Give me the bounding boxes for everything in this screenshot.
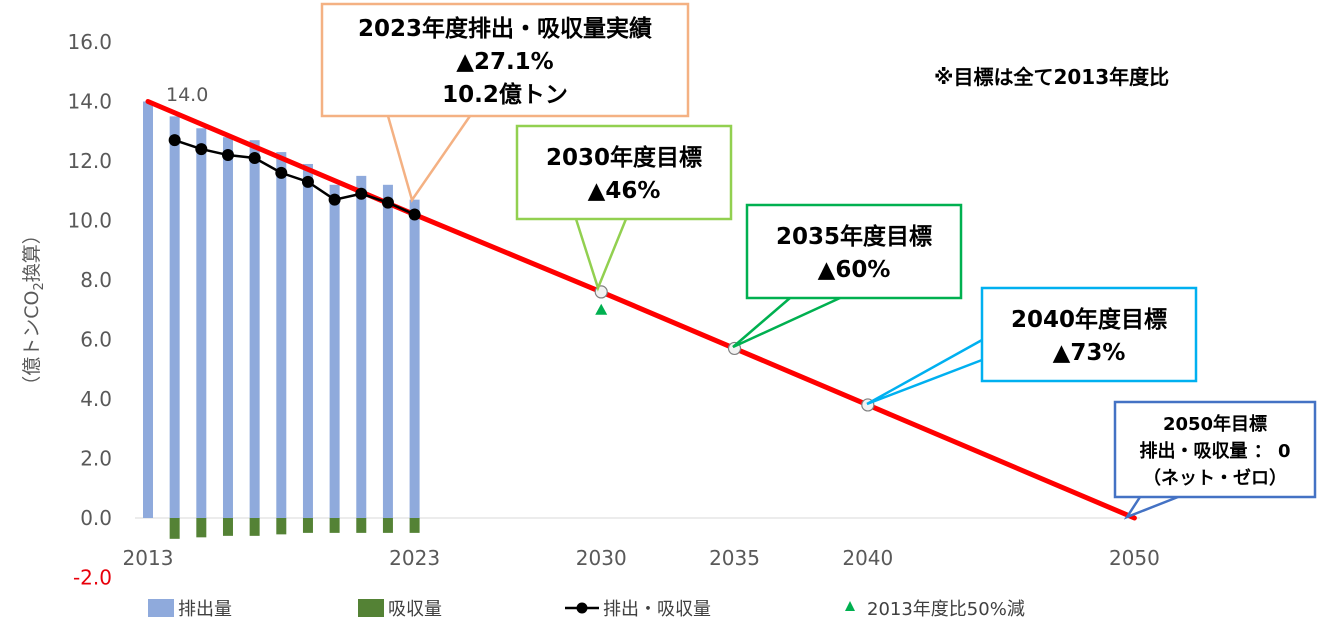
- emission-bar: [329, 184, 340, 519]
- net-emission-line: [174, 138, 416, 216]
- net-emission-point: [408, 208, 421, 221]
- absorption-bar: [222, 518, 233, 536]
- absorption-bar: [196, 518, 207, 538]
- callout-2023-line: 10.2億トン: [442, 81, 568, 108]
- legend-swatch: [148, 599, 174, 617]
- callout-2050-box: [1113, 400, 1317, 499]
- y-tick-label: 12.0: [67, 149, 112, 173]
- legend-swatch: [358, 599, 384, 617]
- legend-swatch-dot: [576, 602, 588, 614]
- legend-label: 排出量: [178, 599, 232, 620]
- callout-2040-box: [980, 286, 1198, 383]
- absorption-bar: [276, 518, 287, 535]
- callout-2040-line: ▲73%: [1053, 340, 1126, 366]
- callout-2035: 2035年度目標 ▲60%: [732, 203, 963, 349]
- note-text: ※目標は全て2013年度比: [934, 65, 1169, 89]
- net-emission-point: [221, 149, 234, 162]
- net-emission-point: [301, 175, 314, 188]
- emission-bar: [143, 101, 153, 518]
- callout-2030: 2030年度目標 ▲46%: [515, 124, 733, 292]
- emission-bar: [169, 116, 180, 518]
- legend-label: 吸収量: [388, 599, 442, 620]
- callout-2023-line: ▲27.1%: [456, 49, 553, 75]
- callout-2035-line: 2035年度目標: [776, 223, 932, 250]
- net-emission-point: [355, 187, 368, 200]
- callout-2030-line: ▲46%: [588, 178, 661, 204]
- callout-2040-line: 2040年度目標: [1011, 306, 1167, 333]
- callout-2030-box: [515, 124, 733, 221]
- callout-2023: 2023年度排出・吸収量実績 ▲27.1% 10.2億トン: [320, 2, 690, 203]
- legend-label: 2013年度比50%減: [867, 599, 1025, 620]
- callout-2050-pointer: [1123, 495, 1179, 520]
- net-emission-point: [275, 166, 288, 179]
- absorption-bar: [356, 518, 367, 533]
- callout-2035-pointer: [732, 296, 841, 349]
- callout-2035-line: ▲60%: [818, 257, 891, 283]
- y-tick-label: -2.0: [73, 566, 112, 590]
- x-tick-label: 2013: [123, 546, 174, 570]
- net-emission-point: [195, 143, 208, 156]
- y-tick-label: 8.0: [80, 268, 112, 292]
- net-emission-point: [248, 152, 261, 165]
- emission-bar: [356, 175, 367, 518]
- callout-2030-pointer: [574, 218, 628, 292]
- emission-bar: [196, 128, 207, 518]
- y-tick-label: 14.0: [67, 90, 112, 114]
- emission-bar: [249, 140, 260, 519]
- emission-bar: [276, 152, 287, 518]
- absorption-bar: [329, 518, 340, 533]
- emission-bar: [222, 137, 233, 518]
- net-emission-point: [168, 134, 181, 147]
- callout-2023-line: 2023年度排出・吸収量実績: [358, 15, 652, 42]
- emission-bar: [382, 184, 393, 519]
- x-tick-label: 2035: [709, 546, 760, 570]
- y-tick-label: 4.0: [80, 387, 112, 411]
- callout-2023-box: [320, 2, 690, 118]
- y-tick-label: 6.0: [80, 328, 112, 352]
- y-tick-label: 0.0: [80, 506, 112, 530]
- net-emission-point: [328, 193, 341, 206]
- callout-2023-pointer: [386, 115, 472, 203]
- absorption-bar: [249, 518, 260, 536]
- callout-2050-line: 排出・吸収量 ： 0: [1139, 440, 1290, 462]
- absorption-bar: [382, 518, 393, 533]
- legend-swatch: [845, 601, 855, 611]
- callout-2040: 2040年度目標 ▲73%: [866, 286, 1198, 406]
- net-line-layer: [168, 134, 608, 315]
- x-tick-label: 2040: [842, 546, 893, 570]
- emission-bar: [302, 163, 313, 518]
- x-tick-label: 2030: [576, 546, 627, 570]
- callout-2050-line: （ネット・ゼロ）: [1143, 467, 1287, 489]
- legend-label: 排出・吸収量: [603, 599, 711, 620]
- y-tick-label: 16.0: [67, 30, 112, 54]
- axis-labels-layer: 16.0 14.0 12.0 10.0 8.0 6.0 4.0 2.0 0.0 -2.0 2013 2…: [67, 30, 1159, 590]
- absorption-bar: [169, 518, 180, 539]
- callout-2050-line: 2050年目標: [1163, 413, 1267, 435]
- emission-bar: [409, 199, 420, 519]
- absorption-bar: [302, 518, 313, 533]
- x-tick-label: 2023: [389, 546, 440, 570]
- legend: 排出量 吸収量 排出・吸収量 2013年度比50%減: [148, 599, 1025, 620]
- callouts-layer: 2023年度排出・吸収量実績▲27.1%10.2億トン2030年度目標▲46%2…: [320, 2, 1317, 520]
- bars-layer: [143, 101, 420, 539]
- callout-2040-pointer: [866, 338, 983, 406]
- callout-2030-line: 2030年度目標: [546, 144, 702, 171]
- net-emission-point: [381, 196, 394, 209]
- y-axis-label: （億トンCO2換算）: [21, 225, 47, 395]
- half-reduction-marker: [595, 303, 608, 315]
- x-tick-label: 2050: [1109, 546, 1160, 570]
- start-value-label: 14.0: [166, 84, 208, 106]
- callout-2035-box: [745, 203, 963, 300]
- y-tick-label: 10.0: [67, 209, 112, 233]
- y-tick-label: 2.0: [80, 447, 112, 471]
- absorption-bar: [409, 518, 420, 533]
